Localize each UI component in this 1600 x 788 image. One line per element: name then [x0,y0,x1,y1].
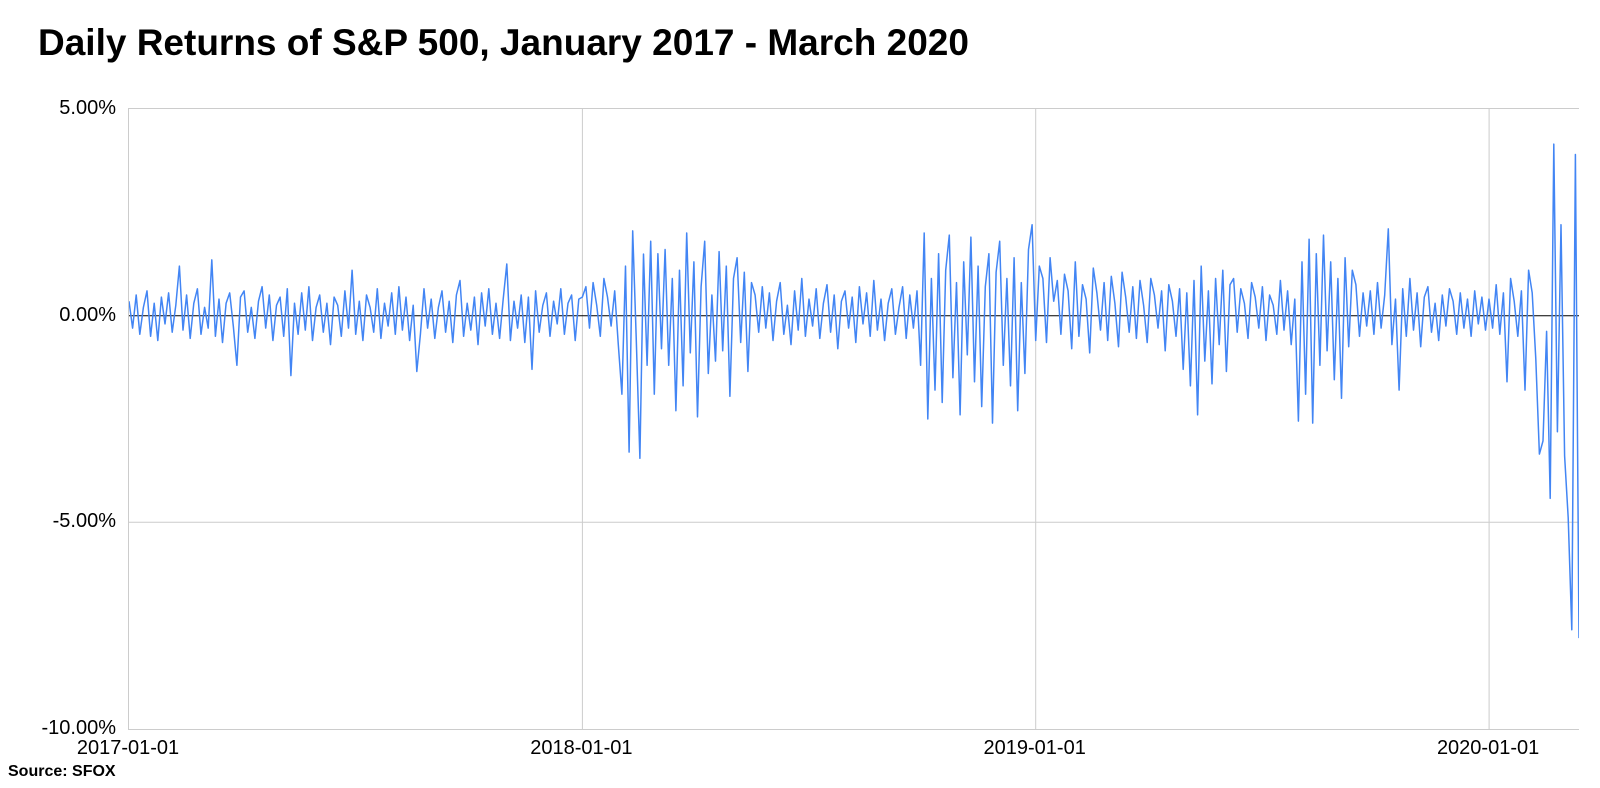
y-axis-tick-label: -5.00% [52,510,116,533]
source-label: Source: SFOX [8,763,116,780]
chart-title: Daily Returns of S&P 500, January 2017 -… [38,22,969,63]
plot-area [128,108,1579,730]
x-axis-tick-label: 2020-01-01 [1436,737,1540,759]
x-axis-tick-label: 2019-01-01 [983,737,1086,759]
x-axis-tick-label: 2017-01-01 [76,737,180,759]
y-axis-tick-label: 0.00% [59,303,116,326]
sp500-daily-returns-line [129,143,1579,639]
x-axis-tick-label: 2018-01-01 [530,737,633,759]
y-axis-tick-label: 5.00% [59,97,116,119]
y-axis-tick-label: -10.00% [41,717,117,739]
daily-returns-line-chart [129,109,1579,729]
